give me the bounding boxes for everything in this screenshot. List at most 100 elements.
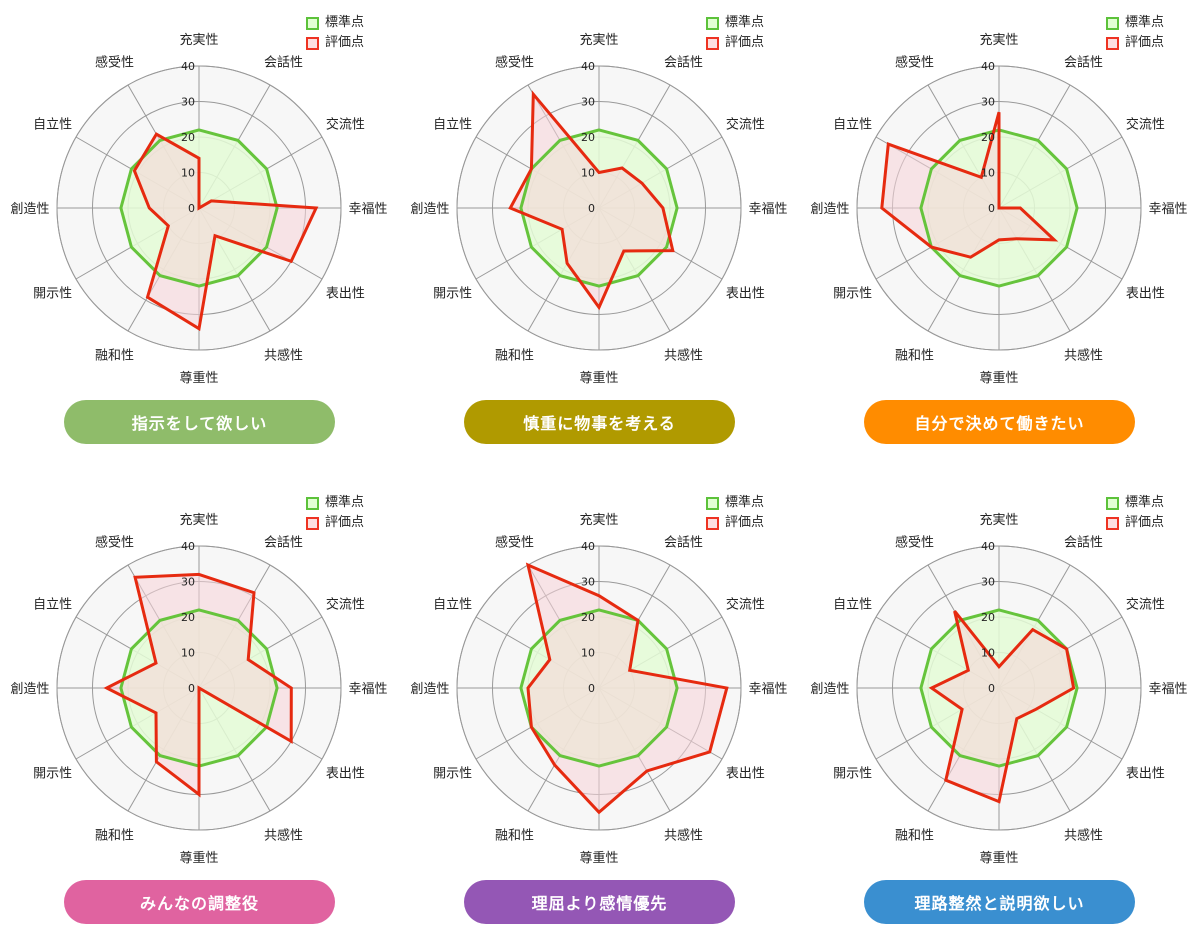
axis-label: 感受性 (95, 535, 134, 551)
tick-label: 0 (588, 202, 595, 215)
axis-label: 幸福性 (748, 202, 787, 217)
axis-label: 創造性 (410, 202, 449, 217)
tick-label: 30 (581, 96, 595, 109)
tick-label: 20 (981, 611, 995, 624)
axis-label: 創造性 (410, 682, 449, 697)
legend-standard: 標準点 (1106, 13, 1164, 33)
axis-label: 融和性 (95, 828, 134, 843)
axis-label: 表出性 (326, 767, 365, 782)
axis-label: 自立性 (833, 598, 872, 613)
tick-label: 30 (581, 576, 595, 589)
axis-label: 感受性 (495, 55, 534, 71)
tick-label: 10 (581, 647, 595, 660)
legend: 標準点評価点 (1106, 493, 1164, 533)
axis-label: 開示性 (433, 287, 472, 302)
tick-label: 40 (181, 60, 195, 73)
legend-swatch (706, 17, 719, 30)
legend-standard: 標準点 (706, 13, 764, 33)
axis-label: 自立性 (33, 118, 72, 133)
tick-label: 0 (988, 202, 995, 215)
axis-label: 幸福性 (1148, 682, 1187, 697)
legend-evaluation: 評価点 (706, 33, 764, 53)
axis-label: 融和性 (495, 348, 534, 363)
legend-label: 評価点 (325, 513, 364, 533)
axis-label: 開示性 (33, 287, 72, 302)
axis-label: 感受性 (895, 55, 934, 71)
axis-label: 開示性 (33, 767, 72, 782)
legend-swatch (706, 517, 719, 530)
axis-label: 融和性 (495, 828, 534, 843)
tick-label: 0 (588, 682, 595, 695)
tick-label: 10 (981, 647, 995, 660)
axis-label: 充実性 (579, 512, 618, 528)
axis-label: 表出性 (326, 287, 365, 302)
axis-label: 表出性 (726, 767, 765, 782)
axis-label: 幸福性 (748, 682, 787, 697)
axis-label: 交流性 (1126, 117, 1165, 133)
legend-swatch (306, 517, 319, 530)
axis-label: 充実性 (579, 32, 618, 48)
legend-swatch (1106, 17, 1119, 30)
axis-label: 会話性 (1064, 55, 1103, 71)
legend-swatch (1106, 37, 1119, 50)
legend-label: 評価点 (725, 33, 764, 53)
legend-evaluation: 評価点 (306, 513, 364, 533)
tick-label: 20 (981, 131, 995, 144)
axis-label: 尊重性 (979, 850, 1018, 866)
axis-label: 表出性 (1126, 767, 1165, 782)
radar-chart: 010203040充実性会話性交流性幸福性表出性共感性尊重性融和性開示性創造性自… (800, 480, 1200, 880)
tick-label: 20 (581, 611, 595, 624)
axis-label: 共感性 (1064, 827, 1103, 843)
axis-label: 感受性 (95, 55, 134, 71)
radar-chart: 010203040充実性会話性交流性幸福性表出性共感性尊重性融和性開示性創造性自… (0, 0, 400, 400)
legend-label: 標準点 (1125, 493, 1164, 513)
axis-label: 会話性 (264, 535, 303, 551)
axis-label: 会話性 (664, 55, 703, 71)
chart-title-pill: 慎重に物事を考える (464, 400, 735, 444)
axis-label: 交流性 (726, 597, 765, 613)
tick-label: 30 (981, 576, 995, 589)
axis-label: 融和性 (95, 348, 134, 363)
tick-label: 40 (981, 540, 995, 553)
tick-label: 30 (981, 96, 995, 109)
tick-label: 40 (981, 60, 995, 73)
tick-label: 0 (188, 682, 195, 695)
axis-label: 開示性 (833, 287, 872, 302)
axis-label: 共感性 (664, 347, 703, 363)
tick-label: 40 (581, 540, 595, 553)
legend-label: 標準点 (1125, 13, 1164, 33)
radar-chart: 010203040充実性会話性交流性幸福性表出性共感性尊重性融和性開示性創造性自… (400, 480, 800, 880)
axis-label: 幸福性 (348, 202, 387, 217)
axis-label: 自立性 (833, 118, 872, 133)
axis-label: 感受性 (895, 535, 934, 551)
tick-label: 20 (581, 131, 595, 144)
axis-label: 融和性 (895, 828, 934, 843)
axis-label: 充実性 (179, 512, 218, 528)
legend-label: 標準点 (725, 493, 764, 513)
legend-label: 評価点 (1125, 513, 1164, 533)
axis-label: 自立性 (433, 118, 472, 133)
chart-title-pill: 理路整然と説明欲しい (864, 880, 1135, 924)
legend-label: 標準点 (725, 13, 764, 33)
axis-label: 尊重性 (579, 850, 618, 866)
legend-swatch (1106, 497, 1119, 510)
legend: 標準点評価点 (706, 13, 764, 53)
legend: 標準点評価点 (306, 493, 364, 533)
axis-label: 共感性 (264, 827, 303, 843)
axis-label: 会話性 (264, 55, 303, 71)
axis-label: 自立性 (33, 598, 72, 613)
axis-label: 交流性 (1126, 597, 1165, 613)
axis-label: 創造性 (810, 202, 849, 217)
legend-standard: 標準点 (706, 493, 764, 513)
axis-label: 充実性 (979, 32, 1018, 48)
tick-label: 0 (188, 202, 195, 215)
legend-standard: 標準点 (1106, 493, 1164, 513)
chart-title-pill: 指示をして欲しい (64, 400, 335, 444)
axis-label: 開示性 (433, 767, 472, 782)
radar-chart: 010203040充実性会話性交流性幸福性表出性共感性尊重性融和性開示性創造性自… (400, 0, 800, 400)
tick-label: 20 (181, 611, 195, 624)
legend-standard: 標準点 (306, 493, 364, 513)
